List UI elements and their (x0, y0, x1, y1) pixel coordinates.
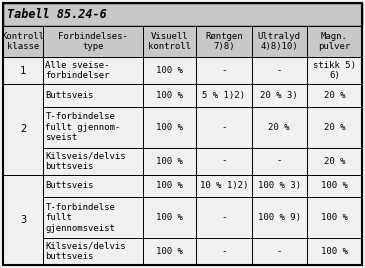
Bar (43, 147, 143, 174)
Bar (251, 147, 307, 174)
Text: -: - (276, 157, 282, 166)
Text: Kilsveis/delvis
buttsveis: Kilsveis/delvis buttsveis (45, 242, 126, 261)
Text: 100 %: 100 % (156, 181, 183, 191)
Text: -: - (276, 66, 282, 75)
Text: 100 %: 100 % (321, 181, 348, 191)
Bar (43, 107, 143, 147)
Bar (251, 174, 307, 197)
Bar (43, 57, 143, 84)
Text: Magn.
pulver: Magn. pulver (318, 32, 350, 51)
Bar (251, 107, 307, 147)
Bar (251, 238, 307, 265)
Text: Ultralyd
4)8)10): Ultralyd 4)8)10) (258, 32, 301, 51)
Text: -: - (221, 213, 227, 222)
Text: 20 %: 20 % (268, 123, 290, 132)
Bar (3, 174, 43, 265)
Text: 100 %: 100 % (321, 247, 348, 256)
Bar (251, 26, 307, 57)
Text: 20 %: 20 % (324, 157, 345, 166)
Bar (196, 107, 251, 147)
Bar (307, 84, 362, 107)
Text: -: - (221, 157, 227, 166)
Text: -: - (221, 247, 227, 256)
Bar (3, 84, 43, 174)
Bar (143, 147, 196, 174)
Text: 100 %: 100 % (156, 91, 183, 100)
Text: -: - (221, 66, 227, 75)
Text: T-forbindelse
fullt gjennom-
sveist: T-forbindelse fullt gjennom- sveist (45, 112, 120, 142)
Bar (307, 197, 362, 238)
Text: 100 %: 100 % (156, 213, 183, 222)
Text: Visuell
kontroll: Visuell kontroll (148, 32, 191, 51)
Text: 3: 3 (20, 215, 26, 225)
Text: 100 %: 100 % (156, 247, 183, 256)
Text: 20 % 3): 20 % 3) (260, 91, 298, 100)
Bar (307, 238, 362, 265)
Text: 100 %: 100 % (156, 123, 183, 132)
Bar (307, 147, 362, 174)
Bar (43, 84, 143, 107)
Text: -: - (276, 247, 282, 256)
Text: 100 % 3): 100 % 3) (258, 181, 301, 191)
Text: 100 % 9): 100 % 9) (258, 213, 301, 222)
Bar (196, 57, 251, 84)
Bar (143, 57, 196, 84)
Text: Buttsveis: Buttsveis (45, 91, 94, 100)
Text: stikk 5)
6): stikk 5) 6) (313, 61, 356, 80)
Bar (43, 197, 143, 238)
Bar (307, 57, 362, 84)
Text: Kilsveis/delvis
buttsveis: Kilsveis/delvis buttsveis (45, 151, 126, 171)
Bar (251, 84, 307, 107)
Bar (196, 26, 251, 57)
Text: Kontroll
klasse: Kontroll klasse (2, 32, 45, 51)
Bar (143, 26, 196, 57)
Text: 5 % 1)2): 5 % 1)2) (203, 91, 245, 100)
Bar (307, 26, 362, 57)
Bar (143, 84, 196, 107)
Bar (196, 238, 251, 265)
Bar (3, 57, 43, 84)
Text: Alle sveise-
forbindelser: Alle sveise- forbindelser (45, 61, 110, 80)
Bar (196, 84, 251, 107)
Text: 20 %: 20 % (324, 91, 345, 100)
Text: 100 %: 100 % (156, 157, 183, 166)
Text: Forbindelses-
type: Forbindelses- type (58, 32, 128, 51)
Bar (43, 174, 143, 197)
Bar (307, 174, 362, 197)
Text: 20 %: 20 % (324, 123, 345, 132)
Bar (251, 57, 307, 84)
Text: Buttsveis: Buttsveis (45, 181, 94, 191)
Text: 100 %: 100 % (156, 66, 183, 75)
Text: Tabell 85.24-6: Tabell 85.24-6 (7, 8, 107, 21)
Bar (251, 197, 307, 238)
Bar (3, 3, 362, 26)
Bar (43, 26, 143, 57)
Text: Røntgen
7)8): Røntgen 7)8) (205, 32, 243, 51)
Text: 100 %: 100 % (321, 213, 348, 222)
Text: 1: 1 (20, 66, 26, 76)
Bar (196, 147, 251, 174)
Text: -: - (221, 123, 227, 132)
Bar (143, 197, 196, 238)
Bar (143, 174, 196, 197)
Text: 2: 2 (20, 124, 26, 134)
Text: T-forbindelse
fullt
gjennomsveist: T-forbindelse fullt gjennomsveist (45, 203, 115, 233)
Bar (307, 107, 362, 147)
Bar (196, 197, 251, 238)
Bar (143, 238, 196, 265)
Bar (3, 26, 43, 57)
Text: 10 % 1)2): 10 % 1)2) (200, 181, 248, 191)
Bar (43, 238, 143, 265)
Bar (143, 107, 196, 147)
Bar (196, 174, 251, 197)
